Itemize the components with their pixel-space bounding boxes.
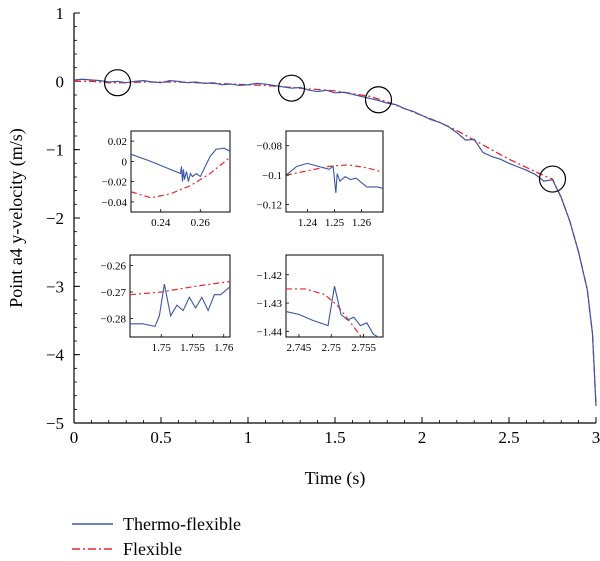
inset-x-tick-label: 0.24	[151, 217, 171, 229]
inset-y-tick-label: −1.42	[257, 270, 282, 282]
y-tick-label: 0	[56, 72, 65, 91]
y-tick-label: 1	[56, 4, 65, 23]
inset-x-tick-label: 2.745	[287, 342, 312, 354]
main-plot: 0 0.5 1 1.5 2 2.5 3 1 0 −1 −2 −3 −4 −5	[46, 4, 600, 447]
series-line-thermo-flexible	[73, 78, 597, 406]
inset-y-tick-label: −0.27	[101, 287, 127, 299]
x-tick-label: 1	[244, 428, 253, 447]
highlight-circle	[538, 165, 567, 193]
inset-plots: 0.24 0.26 0.02 0 −0.02 −0.04 1.24 1.25 1.26 −0.08…	[101, 130, 384, 354]
inset-series-flexible	[286, 288, 363, 337]
inset-y-tick-label: −1.43	[257, 298, 283, 310]
inset-series-flexible	[131, 156, 230, 199]
highlight-circle	[364, 86, 393, 114]
inset-y-tick-label: −0.26	[101, 261, 127, 273]
inset-b: 1.24 1.25 1.26 −0.08 −0.1 −0.12	[257, 130, 384, 229]
x-tick-label: 0.5	[150, 428, 171, 447]
inset-lines	[286, 285, 380, 337]
x-tick-label: 2	[418, 428, 427, 447]
inset-x-tick-label: 1.76	[214, 342, 234, 354]
y-tick-label: −4	[46, 346, 65, 365]
inset-y-tick-label: 0.02	[108, 136, 127, 148]
inset-d: 2.745 2.75 2.755 −1.42 −1.43 −1.44	[257, 254, 384, 354]
x-tick-label: 2.5	[498, 428, 519, 447]
inset-frame	[285, 130, 384, 213]
highlight-circle	[103, 69, 132, 97]
inset-y-tick-label: −0.08	[257, 141, 283, 153]
y-axis-title: Point a4 y-velocity (m/s)	[6, 128, 27, 307]
y-tick-label: −3	[46, 277, 64, 296]
x-tick-label: 3	[592, 428, 600, 447]
inset-x-tick-label: 2.755	[351, 342, 376, 354]
y-tick-label: −2	[46, 209, 64, 228]
inset-lines	[286, 162, 383, 193]
y-tick-label: −1	[46, 141, 64, 160]
inset-series-thermo-flexible	[286, 162, 383, 193]
inset-series-thermo-flexible	[131, 147, 230, 182]
highlight-circle	[277, 74, 306, 102]
inset-x-tick-label: 1.24	[298, 217, 318, 229]
inset-y-tick-label: −0.02	[102, 177, 127, 189]
legend-label-thermo-flexible: Thermo-flexible	[123, 514, 241, 534]
inset-x-tick-label: 0.26	[191, 217, 211, 229]
inset-lines	[130, 280, 230, 328]
inset-x-tick-label: 1.26	[352, 217, 372, 229]
series-line-flexible	[74, 80, 597, 406]
y-tick-label: −5	[46, 414, 64, 433]
inset-x-tick-label: 1.755	[180, 342, 205, 354]
inset-y-tick-label: −0.12	[257, 200, 282, 212]
inset-series-thermo-flexible	[286, 285, 380, 337]
inset-x-tick-label: 1.75	[152, 342, 172, 354]
legend: Thermo-flexible Flexible	[72, 514, 241, 559]
inset-lines	[131, 147, 230, 199]
inset-series-flexible	[130, 280, 230, 296]
inset-y-tick-label: −1.44	[257, 326, 283, 338]
inset-y-tick-label: −0.04	[102, 197, 128, 209]
inset-y-tick-label: 0	[122, 156, 128, 168]
inset-series-flexible	[286, 164, 383, 176]
inset-series-thermo-flexible	[130, 283, 230, 328]
inset-x-tick-label: 2.75	[322, 342, 342, 354]
x-tick-label: 0	[70, 428, 79, 447]
inset-a: 0.24 0.26 0.02 0 −0.02 −0.04	[102, 130, 231, 229]
legend-label-flexible: Flexible	[123, 539, 182, 559]
inset-y-tick-label: −0.1	[262, 170, 282, 182]
x-tick-label: 1.5	[324, 428, 345, 447]
inset-y-tick-label: −0.28	[101, 313, 127, 325]
inset-x-tick-label: 1.25	[325, 217, 345, 229]
x-axis-title: Time (s)	[305, 468, 366, 489]
inset-c: 1.75 1.755 1.76 −0.26 −0.27 −0.28	[101, 254, 234, 354]
